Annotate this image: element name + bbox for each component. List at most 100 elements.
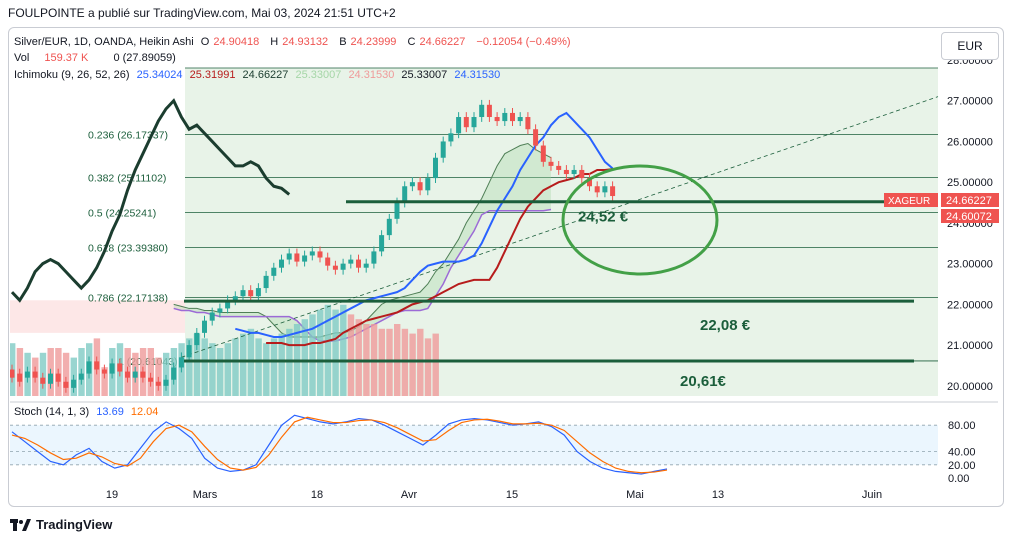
- candle-body: [225, 300, 231, 309]
- candle-body: [125, 371, 130, 378]
- candle-body: [571, 169, 577, 175]
- candle-body: [340, 263, 346, 270]
- candle-body: [533, 129, 539, 146]
- candle-body: [332, 265, 338, 270]
- volume-bar: [147, 348, 154, 396]
- volume-bar: [216, 348, 224, 396]
- fib-label: 0.382 (25.11102): [88, 173, 166, 185]
- tradingview-brand[interactable]: TradingView: [10, 517, 112, 532]
- volume-bar: [347, 314, 355, 396]
- prev-price-badge: [941, 209, 999, 223]
- price-tick-label: 25.00000: [947, 177, 993, 189]
- fib-label: 0.5 (24.25241): [88, 208, 156, 220]
- bearish-cloud-left: [10, 300, 185, 333]
- ichimoku-tenkan-line: [235, 111, 614, 338]
- ichimoku-cloud: [173, 143, 551, 342]
- candle-body: [140, 371, 146, 378]
- candle-body: [394, 202, 400, 219]
- candle-body: [148, 377, 154, 382]
- candle-body: [32, 371, 38, 378]
- volume-bar: [209, 343, 216, 396]
- ichimoku-span-b: [173, 208, 552, 342]
- stoch-line-d: [11, 416, 668, 474]
- candle-body: [548, 161, 554, 166]
- candle-body: [425, 178, 431, 191]
- volume-bar: [409, 333, 416, 396]
- candle-body: [109, 363, 115, 374]
- candle-body: [294, 253, 300, 262]
- candle-body: [371, 251, 377, 264]
- ichimoku-spanb-value: 24.31530: [348, 69, 395, 81]
- last-price-badge: [941, 193, 999, 207]
- candle-body: [194, 332, 200, 346]
- volume-bar: [163, 352, 170, 396]
- volume-bar: [201, 338, 208, 396]
- candle-body: [17, 373, 23, 382]
- price-tick-label: 26.00000: [947, 136, 993, 148]
- candle-body: [232, 296, 238, 301]
- candle-body: [563, 169, 569, 175]
- volume-bar: [224, 343, 231, 396]
- candle-body: [263, 275, 269, 289]
- candle-body: [402, 186, 408, 203]
- price-tick-label: 21.00000: [947, 340, 993, 352]
- symbol-legend: Silver/EUR, 1D, OANDA, Heikin Ashi O 24.9…: [14, 36, 571, 48]
- volume-bar: [270, 338, 278, 396]
- candle-body: [587, 178, 592, 187]
- volume-value: 159.37 K: [44, 52, 89, 64]
- candle-body: [217, 308, 223, 313]
- volume-bar: [424, 338, 432, 396]
- symbol-badge-label: XAGEUR: [888, 196, 930, 207]
- candle-body: [271, 267, 277, 276]
- x-tick-label: Juin: [862, 489, 882, 501]
- volume-bar: [193, 333, 201, 396]
- candle-body: [486, 104, 492, 118]
- candle-body: [24, 371, 30, 378]
- volume-bar: [186, 338, 193, 396]
- candle-body: [317, 251, 323, 258]
- price-tick-label: 27.00000: [947, 96, 993, 108]
- candle-body: [302, 255, 308, 262]
- ichimoku-kijun-value: 25.31991: [189, 69, 236, 81]
- volume-legend: Vol 159.37 K 0 (27.89059): [14, 52, 176, 64]
- ichimoku-tenkan-value: 25.34024: [136, 69, 183, 81]
- candle-body: [409, 182, 415, 187]
- candle-body: [240, 290, 246, 297]
- currency-button[interactable]: EUR: [941, 32, 999, 60]
- candle-body: [463, 117, 469, 128]
- ichimoku-kijun-line: [266, 168, 613, 347]
- x-tick-label: 18: [311, 489, 323, 501]
- price-tick-label: 20.00000: [947, 381, 993, 393]
- candle-body: [178, 357, 184, 368]
- stoch-tick-label: 40.00: [948, 447, 976, 459]
- candle-body: [433, 157, 438, 179]
- candle-body: [163, 379, 169, 386]
- symbol-badge: [884, 193, 938, 207]
- candle-body: [63, 381, 69, 388]
- candle-body: [417, 182, 423, 191]
- ichimoku-spana-value: 25.33007: [295, 69, 342, 81]
- change-value: −0.12054 (−0.49%): [476, 36, 571, 48]
- main-chart[interactable]: 0.236 (26.17337) 0.382 (25.11102) 0.5 (24.…: [0, 0, 1013, 510]
- stoch-d-value: 12.04: [130, 406, 159, 418]
- candle-body: [40, 377, 46, 384]
- candle-body: [510, 112, 515, 122]
- candle-body: [117, 363, 123, 372]
- candle-body: [602, 186, 608, 193]
- candle-body: [356, 259, 361, 268]
- highlight-ellipse: [561, 164, 719, 276]
- candle-body: [171, 367, 177, 380]
- x-tick-label: 19: [106, 489, 118, 501]
- stoch-legend: Stoch (14, 1, 3) 13.69 12.04: [14, 406, 159, 418]
- volume-bar: [101, 367, 108, 396]
- candle-body: [556, 165, 562, 170]
- candle-body: [186, 345, 192, 358]
- ichimoku-chikou-value: 24.66227: [242, 69, 289, 81]
- support-label-1: 24,52 €: [578, 209, 629, 226]
- prev-price-value: 24.60072: [946, 211, 992, 223]
- ichimoku-chikou-line: [10, 98, 291, 303]
- volume-bar: [309, 314, 316, 396]
- x-tick-label: 13: [712, 489, 724, 501]
- volume-bar: [432, 333, 439, 396]
- candle-body: [155, 381, 161, 386]
